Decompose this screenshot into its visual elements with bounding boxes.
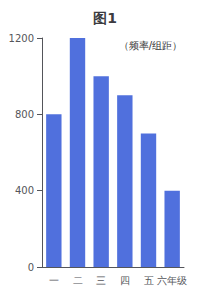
svg-text:0: 0	[28, 262, 34, 273]
svg-text:三: 三	[96, 275, 106, 286]
svg-text:400: 400	[15, 185, 34, 196]
svg-text:二: 二	[73, 275, 83, 286]
svg-text:五: 五	[144, 275, 154, 286]
svg-text:一: 一	[49, 275, 59, 286]
svg-text:四: 四	[120, 275, 130, 286]
svg-text:（频率/组距）: （频率/组距）	[119, 40, 182, 51]
svg-text:800: 800	[15, 109, 34, 120]
svg-text:1200: 1200	[9, 33, 34, 44]
svg-text:六年级: 六年级	[157, 275, 187, 286]
svg-text:图1: 图1	[93, 10, 117, 26]
